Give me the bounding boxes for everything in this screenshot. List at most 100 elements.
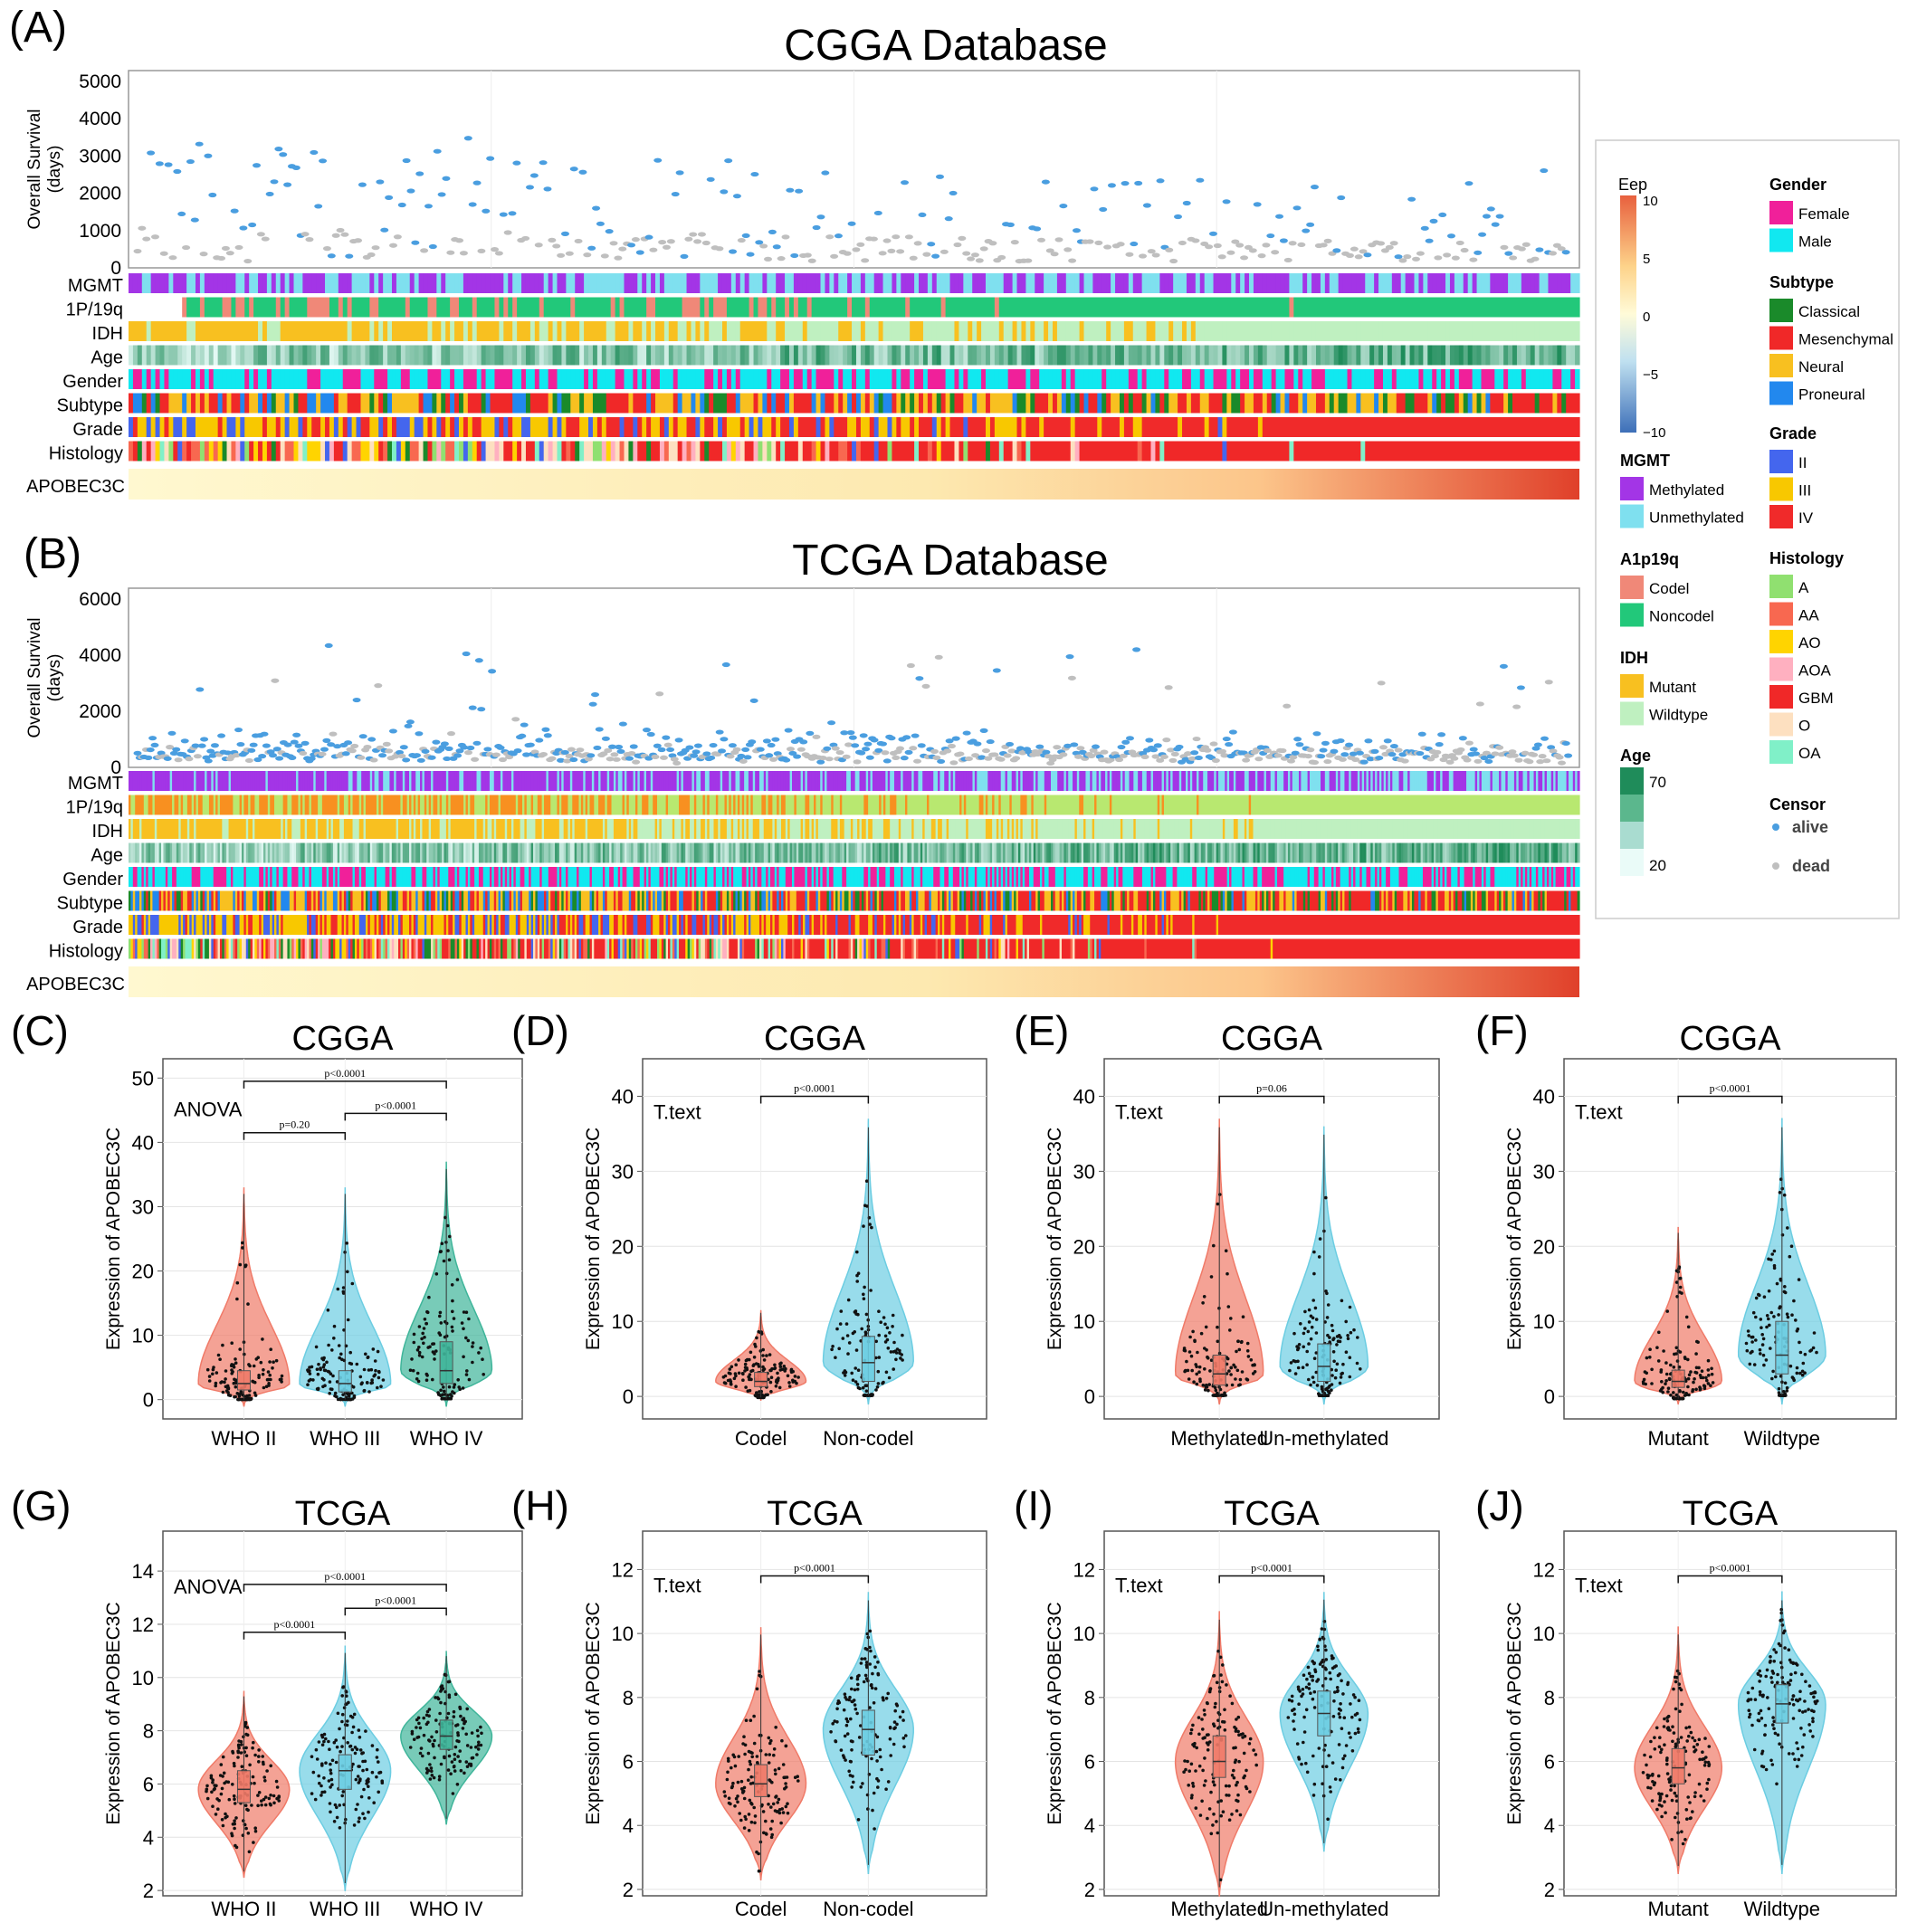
track-cell bbox=[313, 795, 317, 815]
dead-dot bbox=[471, 757, 480, 762]
alive-dot bbox=[1416, 750, 1425, 757]
track-cell bbox=[458, 321, 464, 341]
track-cell bbox=[958, 273, 964, 293]
alive-dot bbox=[541, 727, 550, 732]
track-cell bbox=[365, 795, 368, 815]
track-cell bbox=[1463, 441, 1469, 462]
dead-dot bbox=[1377, 680, 1386, 686]
track-cell bbox=[1377, 771, 1380, 791]
track-cell bbox=[1026, 795, 1030, 815]
track-cell bbox=[293, 369, 300, 389]
track-cell bbox=[182, 345, 187, 366]
track-cell bbox=[1508, 441, 1513, 462]
track-cell bbox=[1065, 273, 1072, 293]
track-cell bbox=[365, 321, 370, 341]
track-cell bbox=[1063, 795, 1067, 815]
track-cell bbox=[1316, 795, 1320, 815]
dead-dot bbox=[947, 743, 956, 749]
track-cell bbox=[1436, 393, 1442, 414]
track-cell bbox=[199, 369, 205, 389]
track-cell bbox=[986, 369, 991, 389]
track-cell bbox=[1056, 441, 1063, 462]
track-cell bbox=[436, 297, 442, 318]
track-cell bbox=[222, 393, 228, 414]
track-cell bbox=[1087, 771, 1091, 791]
track-cell bbox=[1090, 771, 1093, 791]
track-cell bbox=[143, 819, 147, 839]
track-cell bbox=[1092, 369, 1098, 389]
track-cell bbox=[829, 321, 835, 341]
track-cell bbox=[1490, 297, 1495, 318]
track-cell bbox=[1381, 795, 1385, 815]
track-cell bbox=[726, 321, 732, 341]
dead-dot bbox=[781, 234, 790, 240]
track-cell bbox=[1449, 273, 1455, 293]
track-cell bbox=[1420, 771, 1424, 791]
track-cell bbox=[177, 321, 183, 341]
track-cell bbox=[266, 345, 272, 366]
track-cell bbox=[213, 321, 219, 341]
track-cell bbox=[1245, 393, 1250, 414]
track-cell bbox=[914, 345, 920, 366]
track-cell bbox=[1382, 417, 1388, 437]
alive-dot bbox=[1225, 741, 1234, 747]
dead-dot bbox=[649, 247, 658, 252]
track-cell bbox=[771, 417, 777, 437]
track-cell bbox=[191, 273, 196, 293]
dead-dot bbox=[271, 678, 280, 683]
track-cell bbox=[1378, 321, 1384, 341]
alive-dot bbox=[1458, 736, 1467, 741]
track-cell bbox=[186, 345, 192, 366]
track-cell bbox=[615, 417, 621, 437]
track-cell bbox=[476, 273, 482, 293]
track-cell bbox=[146, 795, 149, 815]
track-cell bbox=[543, 345, 549, 366]
track-cell bbox=[521, 321, 527, 341]
track-cell bbox=[428, 771, 432, 791]
alive-dot bbox=[396, 749, 405, 756]
track-cell bbox=[1128, 297, 1134, 318]
track-cell bbox=[1097, 273, 1102, 293]
alive-dot bbox=[646, 731, 655, 738]
track-cell bbox=[724, 771, 728, 791]
track-cell bbox=[341, 795, 345, 815]
alive-dot bbox=[1561, 250, 1570, 255]
track-cell bbox=[874, 771, 878, 791]
track-cell bbox=[1298, 417, 1303, 437]
track-cell bbox=[955, 771, 958, 791]
track-cell bbox=[1432, 273, 1437, 293]
track-cell bbox=[1572, 771, 1576, 791]
track-cell bbox=[143, 795, 147, 815]
track-cell bbox=[958, 369, 964, 389]
track-cell bbox=[400, 297, 406, 318]
track-cell bbox=[1468, 795, 1472, 815]
track-cell bbox=[472, 771, 475, 791]
track-cell bbox=[978, 795, 982, 815]
track-cell bbox=[1449, 441, 1455, 462]
track-cell bbox=[783, 771, 787, 791]
track-cell bbox=[872, 795, 875, 815]
track-cell bbox=[1222, 795, 1226, 815]
track-cell bbox=[548, 345, 554, 366]
track-cell bbox=[828, 795, 832, 815]
alive-dot bbox=[543, 733, 552, 738]
alive-dot bbox=[217, 733, 226, 738]
track-cell bbox=[1195, 441, 1201, 462]
track-cell bbox=[1539, 393, 1545, 414]
track-cell bbox=[820, 321, 826, 341]
track-cell bbox=[735, 393, 741, 414]
track-cell bbox=[1356, 369, 1361, 389]
track-cell bbox=[972, 417, 978, 437]
track-cell bbox=[1217, 417, 1224, 437]
track-cell bbox=[986, 393, 991, 414]
track-cell bbox=[1030, 393, 1035, 414]
track-cell bbox=[302, 393, 308, 414]
track-cell bbox=[735, 345, 741, 366]
alive-dot bbox=[406, 188, 415, 194]
track-cell bbox=[672, 321, 679, 341]
track-cell bbox=[155, 345, 161, 366]
track-cell bbox=[254, 795, 258, 815]
track-cell bbox=[1164, 273, 1169, 293]
track-cell bbox=[588, 345, 594, 366]
dead-dot bbox=[932, 755, 941, 760]
